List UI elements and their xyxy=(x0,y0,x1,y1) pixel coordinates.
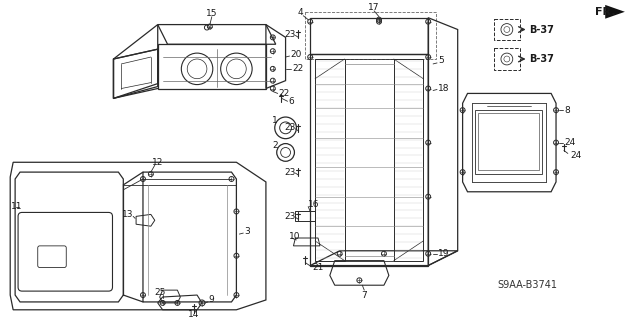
Text: 4: 4 xyxy=(298,8,303,17)
Text: 12: 12 xyxy=(152,158,163,167)
Text: 9: 9 xyxy=(209,295,214,304)
Text: 15: 15 xyxy=(206,9,218,18)
Text: 7: 7 xyxy=(362,291,367,300)
Text: 24: 24 xyxy=(564,138,575,147)
Text: 20: 20 xyxy=(291,49,302,59)
Text: 5: 5 xyxy=(438,56,444,65)
Text: 23: 23 xyxy=(285,212,296,221)
Polygon shape xyxy=(605,5,625,19)
Text: 21: 21 xyxy=(312,263,323,272)
Text: 23: 23 xyxy=(285,123,296,132)
Text: 6: 6 xyxy=(289,97,294,106)
Text: 2: 2 xyxy=(272,141,278,150)
Text: 22: 22 xyxy=(292,64,304,73)
Text: 24: 24 xyxy=(571,151,582,160)
Text: B-37: B-37 xyxy=(529,25,554,34)
Text: 11: 11 xyxy=(11,202,22,211)
Text: 17: 17 xyxy=(369,4,380,12)
Text: 10: 10 xyxy=(289,232,300,241)
Text: 25: 25 xyxy=(154,288,165,297)
Text: 3: 3 xyxy=(244,226,250,236)
Text: 23: 23 xyxy=(285,30,296,39)
Text: 19: 19 xyxy=(438,249,449,258)
Text: 8: 8 xyxy=(564,106,570,115)
Text: 1: 1 xyxy=(272,116,278,125)
Bar xyxy=(476,110,542,174)
Text: 18: 18 xyxy=(438,84,449,93)
Text: B-37: B-37 xyxy=(529,54,554,64)
Text: 14: 14 xyxy=(188,310,200,319)
Text: 13: 13 xyxy=(122,210,133,219)
Text: S9AA-B3741: S9AA-B3741 xyxy=(497,280,557,290)
Text: 22: 22 xyxy=(278,89,290,98)
Text: FR.: FR. xyxy=(595,7,616,17)
Text: 23: 23 xyxy=(285,167,296,177)
Text: 16: 16 xyxy=(308,200,320,209)
Bar xyxy=(478,113,540,170)
